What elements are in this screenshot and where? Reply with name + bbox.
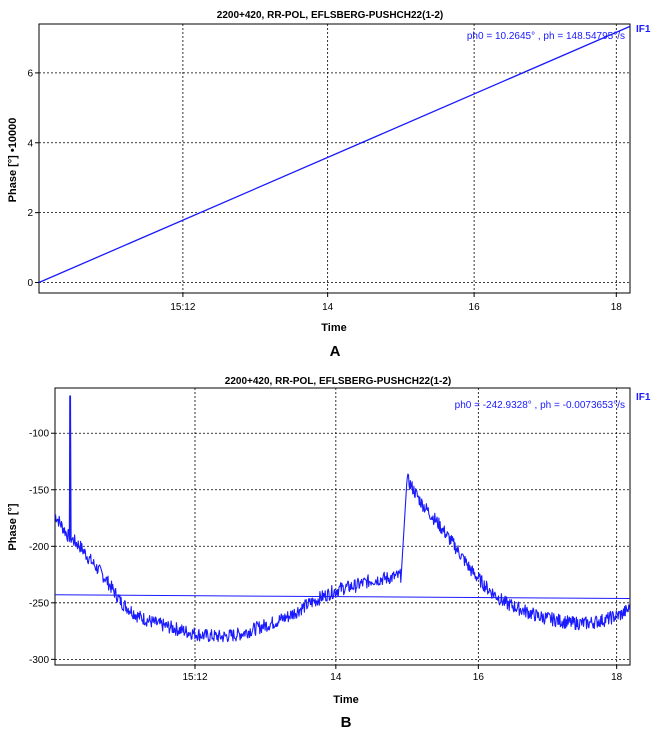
legend-if1-a: IF1 xyxy=(636,24,651,35)
x-tick-label-a: 18 xyxy=(611,302,623,313)
series-b xyxy=(55,395,630,643)
chart-b: 15:12 14 16 18 -100 -150 -200 -250 -300 2200+420… xyxy=(7,376,651,731)
y-tick-label-a: 6 xyxy=(27,68,33,79)
gridlines-a xyxy=(39,24,630,293)
x-tick-label-b: 15:12 xyxy=(182,672,207,683)
x-axis-label-b: Time xyxy=(333,694,358,706)
fit-line-b xyxy=(55,594,630,600)
y-tick-label-a: 0 xyxy=(27,278,33,289)
chart-a: 15:12 14 16 18 0 2 4 6 2200+420, RR-POL, EFLSBE… xyxy=(7,10,651,360)
y-tick-label-b: -300 xyxy=(29,655,49,666)
chart-title-b: 2200+420, RR-POL, EFLSBERG-PUSHCH22(1-2) xyxy=(225,376,451,387)
y-axis-label-b: Phase [°] xyxy=(7,503,19,551)
y-tick-label-b: -250 xyxy=(29,598,49,609)
x-tick-label-a: 15:12 xyxy=(170,302,195,313)
y-tick-label-b: -100 xyxy=(29,429,49,440)
fit-text-b: ph0 = -242.9328° , ph = -0.0073653°/s xyxy=(455,400,625,411)
x-tick-label-b: 14 xyxy=(330,672,342,683)
y-tick-label-a: 4 xyxy=(27,138,33,149)
x-axis-label-a: Time xyxy=(321,322,346,334)
legend-if1-b: IF1 xyxy=(636,392,651,403)
ticks-b: 15:12 14 16 18 -100 -150 -200 -250 -300 xyxy=(29,429,623,683)
y-axis-label-a: Phase [°] •10000 xyxy=(7,118,19,203)
chart-title-a: 2200+420, RR-POL, EFLSBERG-PUSHCH22(1-2) xyxy=(217,10,443,21)
series-a xyxy=(39,25,630,284)
x-tick-label-a: 14 xyxy=(322,302,334,313)
y-tick-label-b: -150 xyxy=(29,485,49,496)
panel-label-b: B xyxy=(341,714,352,731)
x-tick-label-b: 18 xyxy=(611,672,623,683)
ticks-a: 15:12 14 16 18 0 2 4 6 xyxy=(27,68,622,313)
y-tick-label-b: -200 xyxy=(29,542,49,553)
x-tick-label-a: 16 xyxy=(469,302,481,313)
series-line-b xyxy=(55,395,630,643)
y-tick-label-a: 2 xyxy=(27,208,33,219)
panel-label-a: A xyxy=(330,343,341,360)
fit-text-a: ph0 = 10.2645° , ph = 148.54795°/s xyxy=(467,31,625,42)
series-line-a xyxy=(39,25,630,284)
x-tick-label-b: 16 xyxy=(473,672,485,683)
